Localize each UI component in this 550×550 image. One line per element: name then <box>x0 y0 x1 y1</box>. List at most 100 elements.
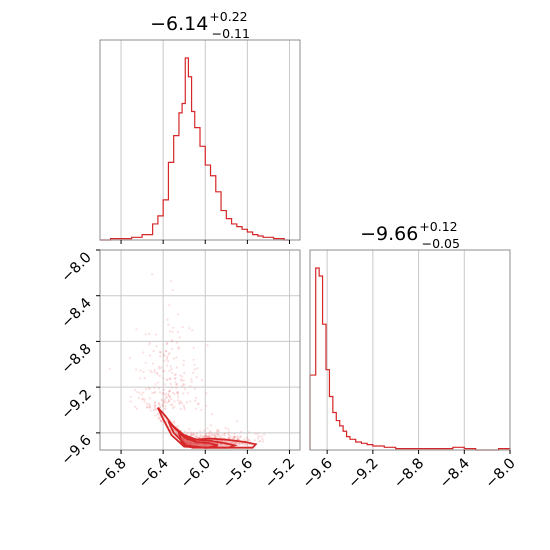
scatter-point <box>228 431 231 434</box>
scatter-point <box>172 357 175 360</box>
scatter-point <box>165 396 168 399</box>
scatter-point <box>170 386 173 389</box>
scatter-point <box>159 419 162 423</box>
scatter-point <box>154 383 157 386</box>
scatter-point <box>234 435 237 438</box>
scatter-point <box>191 433 194 436</box>
scatter-point <box>166 360 170 363</box>
scatter-point <box>209 435 212 438</box>
scatter-point <box>170 368 173 371</box>
scatter-point <box>176 390 180 394</box>
scatter-point <box>149 369 152 372</box>
scatter-point <box>188 442 192 445</box>
scatter-point <box>157 416 160 420</box>
scatter-point <box>185 441 188 445</box>
scatter-point <box>148 406 151 409</box>
scatter-point <box>179 407 182 410</box>
scatter-point <box>257 435 260 438</box>
scatter-point <box>170 340 174 343</box>
scatter-point <box>223 432 226 435</box>
scatter-point <box>153 401 157 404</box>
scatter-point <box>168 304 171 307</box>
scatter-point <box>261 438 264 441</box>
scatter-point <box>259 440 262 443</box>
scatter-point <box>186 442 189 445</box>
scatter-point <box>231 440 234 444</box>
scatter-point <box>239 430 242 433</box>
scatter-point <box>199 430 202 433</box>
scatter-point <box>188 327 191 330</box>
scatter-point <box>134 405 137 408</box>
scatter-point <box>223 440 226 443</box>
scatter-point <box>176 313 180 316</box>
scatter-point <box>160 366 163 369</box>
scatter-point <box>189 441 192 444</box>
scatter-point <box>182 438 185 441</box>
scatter-point <box>190 378 193 381</box>
scatter-point <box>232 437 235 441</box>
scatter-point <box>201 379 204 382</box>
scatter-point <box>176 395 180 399</box>
scatter-point <box>190 434 193 437</box>
scatter-point <box>156 381 160 384</box>
scatter-point <box>185 441 188 444</box>
scatter-point <box>192 358 195 361</box>
histogram-x-steps <box>100 57 290 241</box>
scatter-point <box>179 374 182 377</box>
scatter-point <box>218 435 221 438</box>
scatter-point <box>146 405 149 409</box>
scatter-point <box>169 377 172 381</box>
scatter-point <box>167 390 171 393</box>
histogram-y-tick-label: −9.6 <box>300 456 336 492</box>
scatter-point <box>201 443 204 446</box>
scatter-point <box>139 377 142 380</box>
scatter-point <box>216 428 219 431</box>
histogram-panel-y: −9.6 −9.2 −8.8 −8.4 −8.0 −9.66+0.12 −0.05 <box>300 219 519 492</box>
scatter-point <box>158 405 162 408</box>
scatter-point <box>187 441 190 445</box>
scatter-point <box>158 350 162 354</box>
scatter-point <box>162 405 165 408</box>
scatter-point <box>197 402 200 405</box>
scatter-point <box>194 442 197 445</box>
scatter-point <box>190 432 193 436</box>
scatter-point <box>154 414 157 417</box>
scatter-point <box>142 391 145 394</box>
scatter-point <box>167 398 170 401</box>
scatter-point <box>154 401 157 404</box>
scatter-point <box>163 399 166 402</box>
scatter-point <box>133 389 137 392</box>
scatter-point <box>243 438 246 441</box>
scatter-point <box>146 402 149 405</box>
scatter-point <box>173 373 177 376</box>
contour-fill-outer <box>157 407 256 448</box>
scatter-point <box>205 392 208 395</box>
scatter-point <box>203 435 206 439</box>
scatter-point <box>167 353 170 356</box>
scatter-point <box>165 396 168 399</box>
scatter-point <box>189 384 192 388</box>
scatter-point <box>223 440 227 443</box>
scatter-point <box>208 434 211 437</box>
scatter-point <box>137 396 140 400</box>
scatter-point <box>183 430 187 433</box>
scatter-point <box>206 435 209 438</box>
scatter-point <box>148 387 151 390</box>
scatter-point <box>200 408 203 412</box>
scatter-point <box>153 368 156 372</box>
scatter-point <box>239 435 243 438</box>
scatter-point <box>223 432 226 436</box>
scatter-point <box>199 435 202 438</box>
scatter-point <box>163 416 166 419</box>
scatter-point <box>148 343 151 346</box>
scatter-point <box>142 370 145 373</box>
scatter-point <box>195 435 198 438</box>
scatter-point <box>200 434 203 437</box>
scatter-point <box>180 379 183 382</box>
scatter-point <box>195 396 198 399</box>
scatter-point <box>169 382 172 385</box>
scatter-point <box>233 442 236 445</box>
scatter-point <box>148 406 152 409</box>
scatter-point <box>189 431 193 434</box>
